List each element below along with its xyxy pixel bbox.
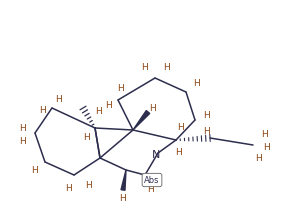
Text: H: H: [18, 136, 25, 146]
Text: H: H: [31, 166, 37, 174]
Text: H: H: [163, 62, 169, 71]
Text: H: H: [56, 95, 62, 103]
Text: H: H: [256, 153, 262, 162]
Text: H: H: [150, 103, 156, 112]
Text: H: H: [204, 127, 210, 136]
Text: H: H: [261, 129, 267, 138]
Text: Abs: Abs: [144, 175, 160, 185]
Text: H: H: [177, 123, 183, 131]
Text: H: H: [66, 183, 72, 192]
Text: H: H: [117, 84, 123, 93]
Text: H: H: [175, 147, 181, 157]
Text: H: H: [18, 123, 25, 133]
Text: H: H: [105, 101, 111, 110]
Text: H: H: [119, 194, 126, 202]
Text: H: H: [194, 78, 200, 88]
Text: H: H: [96, 106, 103, 116]
Text: H: H: [86, 181, 92, 190]
Text: H: H: [141, 62, 148, 71]
Polygon shape: [133, 111, 150, 130]
Text: N: N: [152, 150, 160, 160]
Text: H: H: [154, 174, 160, 183]
Polygon shape: [121, 170, 126, 190]
Text: H: H: [264, 142, 270, 151]
Text: H: H: [83, 133, 89, 142]
Text: H: H: [147, 185, 153, 194]
Text: H: H: [39, 106, 45, 114]
Text: H: H: [204, 110, 210, 119]
